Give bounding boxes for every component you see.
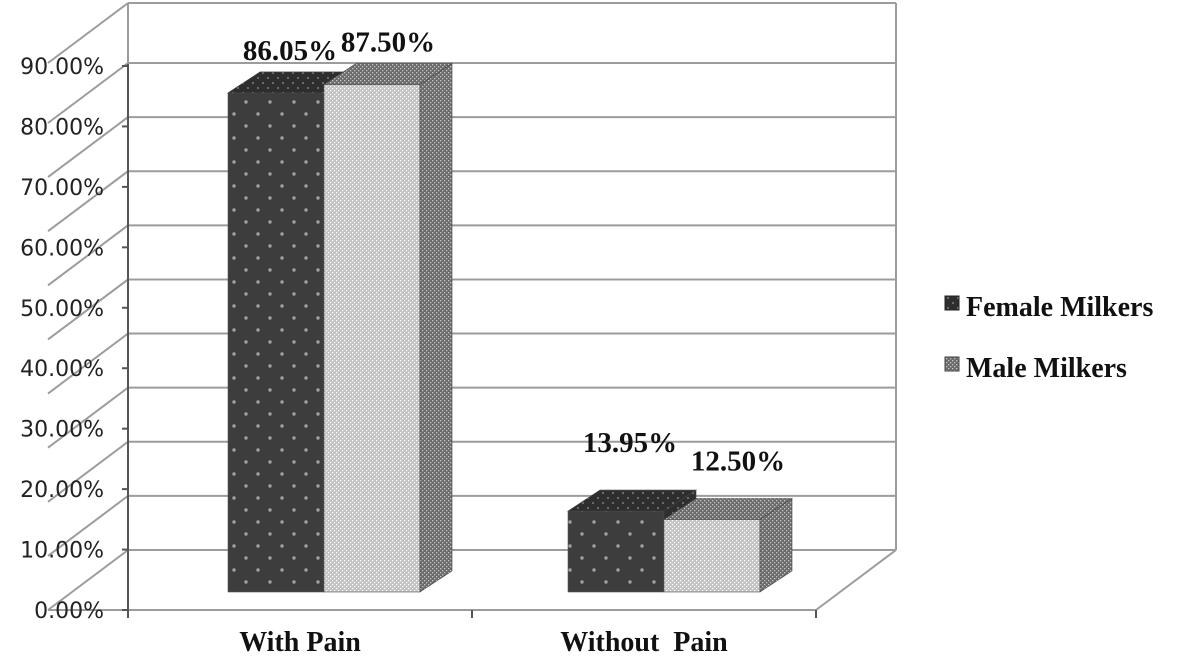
gridline-side xyxy=(47,440,129,503)
x-category-label: Without Pain xyxy=(560,627,728,658)
gridline-side xyxy=(47,332,129,395)
gridline-side xyxy=(47,549,129,611)
bars xyxy=(226,62,794,593)
y-tick-label: 90.00% xyxy=(20,55,104,80)
x-category-label: With Pain xyxy=(239,627,361,658)
wall-top-edge-side xyxy=(47,2,129,64)
data-label-female: 86.05% xyxy=(243,35,337,67)
y-tick-label: 20.00% xyxy=(20,478,104,503)
y-tick-label: 10.00% xyxy=(20,539,104,564)
legend-label-female: Female Milkers xyxy=(966,292,1153,323)
gridline-side xyxy=(47,170,129,233)
bar-side xyxy=(419,62,453,593)
y-axis-tick-labels: 0.00% 10.00% 20.00% 30.00% 40.00% 50.00% 60.00… xyxy=(20,55,104,624)
gridline-side xyxy=(47,278,129,341)
floor-right-edge xyxy=(815,549,897,611)
data-label-female: 13.95% xyxy=(583,427,677,459)
x-axis-category-labels: With Pain Without Pain xyxy=(239,627,728,658)
gridline-side xyxy=(47,386,129,449)
y-tick-label: 50.00% xyxy=(20,297,104,322)
gridline-side xyxy=(47,224,129,287)
legend-item-male: Male Milkers xyxy=(944,353,1127,384)
bar-side xyxy=(759,497,793,593)
y-tick-label: 40.00% xyxy=(20,357,104,382)
gridline-side xyxy=(47,495,129,557)
data-label-male: 87.50% xyxy=(341,27,435,59)
y-tick-label: 30.00% xyxy=(20,418,104,443)
legend-swatch-female xyxy=(944,295,960,311)
axes xyxy=(48,64,897,618)
y-tick-label: 70.00% xyxy=(20,176,104,201)
data-label-male: 12.50% xyxy=(691,446,785,478)
legend-item-female: Female Milkers xyxy=(944,292,1153,323)
bar-male xyxy=(662,497,794,593)
bar-face xyxy=(663,519,761,593)
y-tick-label: 80.00% xyxy=(20,115,104,140)
bar-male xyxy=(322,62,454,593)
gridline-side xyxy=(47,62,129,124)
legend: Female Milkers Male Milkers xyxy=(944,292,1153,384)
gridline-side xyxy=(47,116,129,178)
y-tick-label: 0.00% xyxy=(34,599,104,624)
y-tick-label: 60.00% xyxy=(20,236,104,261)
data-labels: 86.05% 87.50% 13.95% 12.50% xyxy=(243,27,785,478)
legend-swatch-male xyxy=(944,356,960,372)
bar-face xyxy=(227,92,325,593)
legend-label-male: Male Milkers xyxy=(966,353,1127,384)
bar-face xyxy=(567,510,665,593)
bar-face xyxy=(323,84,421,593)
